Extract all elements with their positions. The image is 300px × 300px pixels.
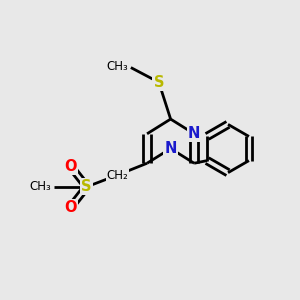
Text: S: S bbox=[81, 179, 92, 194]
Text: S: S bbox=[154, 75, 164, 90]
Text: N: N bbox=[164, 141, 177, 156]
Text: N: N bbox=[188, 126, 200, 141]
Text: CH₃: CH₃ bbox=[29, 180, 51, 193]
Text: O: O bbox=[64, 159, 77, 174]
Text: O: O bbox=[64, 200, 77, 215]
Text: CH₂: CH₂ bbox=[107, 169, 128, 182]
Text: CH₃: CH₃ bbox=[106, 60, 128, 73]
